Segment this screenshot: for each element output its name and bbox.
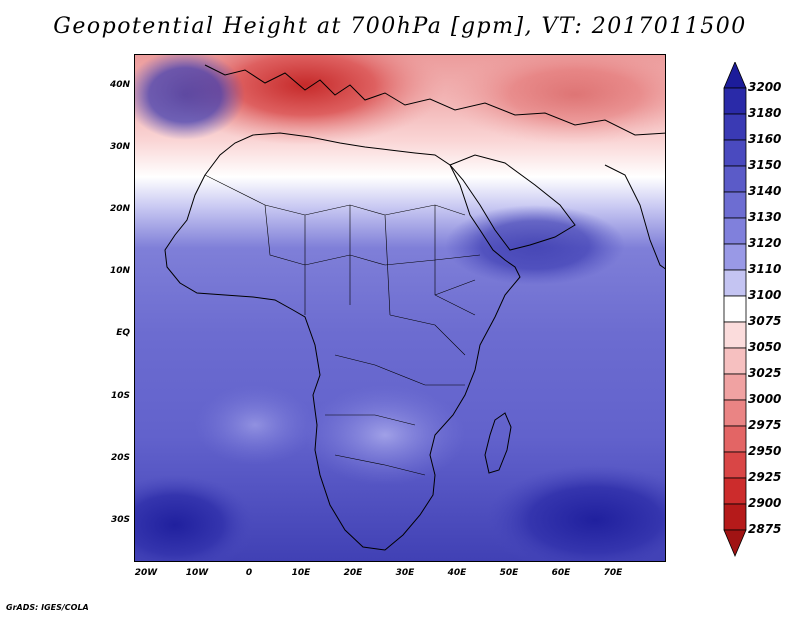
color-bar-level-label: 2950	[748, 444, 782, 458]
lon-label-60e: 60E	[551, 568, 571, 578]
arabian-peninsula-outline	[449, 154, 576, 251]
angola-ridge	[195, 385, 315, 465]
color-bar-box	[723, 373, 747, 401]
color-bar-box	[723, 87, 747, 115]
color-bar-box	[723, 269, 747, 297]
color-bar-box	[723, 243, 747, 271]
coastlines	[164, 64, 665, 551]
color-bar-level-label: 3075	[748, 314, 782, 328]
map-canvas	[135, 55, 665, 561]
border-lines	[204, 174, 481, 476]
color-bar-level-label: 2875	[748, 522, 782, 536]
color-bar-level-label: 2975	[748, 418, 782, 432]
horn-of-africa-high	[445, 205, 625, 285]
lat-label-30n: 30N	[109, 142, 130, 152]
lat-label-10s: 10S	[110, 391, 130, 401]
color-bar-level-label: 3110	[748, 262, 782, 276]
color-bar-level-label: 2925	[748, 470, 782, 484]
lat-label-30s: 30S	[110, 515, 130, 525]
lon-label-40e: 40E	[447, 568, 467, 578]
color-bar-box	[723, 113, 747, 141]
lon-label-70e: 70E	[603, 568, 623, 578]
lon-label-10e: 10E	[291, 568, 311, 578]
southern-africa-ridge	[305, 385, 465, 485]
color-bar-level-label: 3000	[748, 392, 782, 406]
color-bar-box	[723, 321, 747, 349]
lon-label-0: 0	[245, 568, 253, 578]
lon-label-10w: 10W	[185, 568, 209, 578]
lat-label-40n: 40N	[109, 80, 130, 90]
color-bar-box	[723, 165, 747, 193]
color-bar-box	[723, 347, 747, 375]
africa-coastline	[164, 132, 521, 551]
color-bar-level-label: 3140	[748, 184, 782, 198]
color-bar-top-triangle	[723, 62, 747, 89]
lat-label-10n: 10N	[109, 266, 130, 276]
lon-label-30e: 30E	[395, 568, 415, 578]
color-bar-level-label: 3120	[748, 236, 782, 250]
color-bar-box	[723, 139, 747, 167]
grads-credit: GrADS: IGES/COLA	[6, 603, 89, 612]
color-bar-box	[723, 217, 747, 245]
lat-label-eq: EQ	[116, 328, 130, 338]
color-bar-box	[723, 477, 747, 505]
indian-ocean-high	[485, 465, 665, 561]
country-borders	[204, 174, 481, 476]
lon-label-20e: 20E	[343, 568, 363, 578]
color-bar-level-label: 3150	[748, 158, 782, 172]
color-bar-bottom-triangle	[723, 529, 747, 558]
lon-label-50e: 50E	[499, 568, 519, 578]
europe-coastline	[204, 64, 665, 136]
india-coastline	[604, 164, 665, 270]
color-bar	[723, 62, 747, 558]
color-bar-level-label: 3050	[748, 340, 782, 354]
color-bar-level-label: 2900	[748, 496, 782, 510]
lat-label-20s: 20S	[110, 453, 130, 463]
color-bar-level-label: 3200	[748, 80, 782, 94]
lon-label-20w: 20W	[134, 568, 158, 578]
color-bar-level-label: 3100	[748, 288, 782, 302]
madagascar-outline	[484, 412, 512, 474]
color-bar-box	[723, 503, 747, 531]
color-bar-box	[723, 295, 747, 323]
color-bar-box	[723, 425, 747, 453]
color-bar-level-label: 3160	[748, 132, 782, 146]
map-title: Geopotential Height at 700hPa [gpm], VT:…	[53, 14, 747, 39]
color-bar-level-label: 3180	[748, 106, 782, 120]
north-atlantic-high	[135, 55, 245, 140]
geopotential-map	[134, 54, 666, 562]
color-bar-box	[723, 191, 747, 219]
color-bar-level-label: 3025	[748, 366, 782, 380]
color-bar-box	[723, 399, 747, 427]
color-bar-box	[723, 451, 747, 479]
south-atlantic-high	[135, 475, 255, 561]
lat-label-20n: 20N	[109, 204, 130, 214]
color-bar-level-label: 3130	[748, 210, 782, 224]
